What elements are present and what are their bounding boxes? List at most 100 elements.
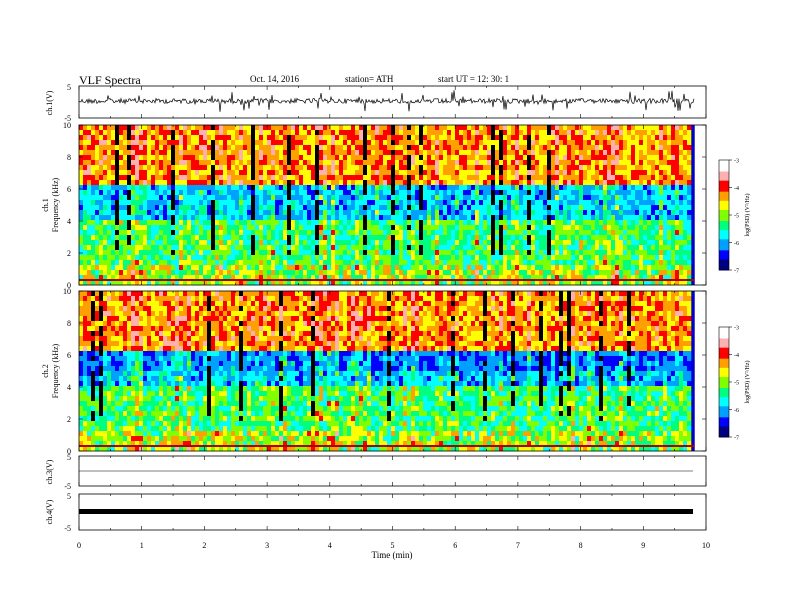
colorbar-segment bbox=[719, 380, 729, 383]
ch1-colorbar: -3 -4 -5 -6 -7 log(PSD) (V²/Hz) bbox=[718, 159, 751, 275]
colorbar-segment bbox=[719, 231, 729, 234]
colorbar-segment bbox=[719, 336, 729, 339]
colorbar-segment bbox=[719, 327, 729, 330]
colorbar-segment bbox=[719, 361, 729, 365]
ch2-spec-ylabel: Frequency (kHz) bbox=[51, 343, 60, 398]
colorbar-segment bbox=[719, 233, 729, 236]
ch2-colorbar-label: log(PSD) (V²/Hz) bbox=[744, 361, 751, 404]
colorbar-segment bbox=[719, 178, 729, 181]
colorbar-segment bbox=[719, 204, 729, 207]
colorbar-segment bbox=[719, 356, 729, 359]
colorbar-segment bbox=[719, 182, 729, 185]
colorbar-segment bbox=[719, 249, 729, 253]
colorbar-segment bbox=[719, 382, 729, 385]
colorbar-segment bbox=[719, 411, 729, 414]
colorbar-segment bbox=[719, 207, 729, 210]
colorbar-segment bbox=[719, 345, 729, 348]
colorbar-segment bbox=[719, 413, 729, 416]
colorbar-tick-label: -3 bbox=[734, 159, 739, 165]
colorbar-segment bbox=[719, 429, 729, 432]
ch4-waveform-trace bbox=[79, 509, 693, 514]
colorbar-segment bbox=[719, 260, 729, 264]
ch3-wave-ylabel: ch.3(V) bbox=[45, 459, 54, 484]
ch2-spec-channel-label: ch.2 bbox=[41, 364, 50, 378]
colorbar-segment bbox=[719, 343, 729, 346]
colorbar-segment bbox=[719, 253, 729, 256]
colorbar-segment bbox=[719, 205, 729, 209]
ch2-colorbar: -3 -4 -5 -6 -7 log(PSD) (V²/Hz) bbox=[718, 326, 751, 442]
figure-title: VLF Spectra bbox=[79, 73, 141, 87]
y-tick-label: 10 bbox=[63, 121, 71, 130]
colorbar-segment bbox=[719, 163, 729, 166]
colorbar-segment bbox=[719, 385, 729, 388]
colorbar-segment bbox=[719, 435, 729, 438]
x-tick-label: 0 bbox=[77, 541, 81, 550]
colorbar-segment bbox=[719, 332, 729, 335]
colorbar-tick-label: -5 bbox=[734, 381, 739, 387]
colorbar-segment bbox=[719, 238, 729, 242]
colorbar-segment bbox=[719, 213, 729, 216]
x-axis-label: Time (min) bbox=[372, 550, 413, 560]
y-tick-label: 6 bbox=[67, 351, 71, 360]
colorbar-segment bbox=[719, 202, 729, 205]
colorbar-segment bbox=[719, 409, 729, 412]
colorbar-segment bbox=[719, 200, 729, 203]
colorbar-segment bbox=[719, 160, 729, 163]
colorbar-segment bbox=[719, 365, 729, 368]
colorbar-segment bbox=[719, 404, 729, 407]
y-tick-label: 10 bbox=[63, 287, 71, 296]
x-tick-label: 6 bbox=[453, 541, 457, 550]
x-tick-label: 2 bbox=[202, 541, 206, 550]
colorbar-segment bbox=[719, 424, 729, 427]
colorbar-segment bbox=[719, 176, 729, 179]
x-axis-tick-labels: 0 1 2 3 4 5 6 7 8 9 10 bbox=[77, 541, 710, 550]
colorbar-segment bbox=[719, 237, 729, 240]
colorbar-segment bbox=[719, 330, 729, 333]
x-tick-label: 8 bbox=[579, 541, 583, 550]
colorbar-segment bbox=[719, 389, 729, 392]
y-tick-label: 4 bbox=[67, 217, 71, 226]
colorbar-segment bbox=[719, 180, 729, 183]
colorbar-segment bbox=[719, 393, 729, 396]
colorbar-segment bbox=[719, 169, 729, 172]
colorbar-segment bbox=[719, 415, 729, 418]
colorbar-segment bbox=[719, 257, 729, 260]
colorbar-segment bbox=[719, 350, 729, 354]
colorbar-segment bbox=[719, 172, 729, 176]
colorbar-segment bbox=[719, 227, 729, 231]
colorbar-segment bbox=[719, 383, 729, 387]
colorbar-segment bbox=[719, 248, 729, 251]
ch1-wave-panel: 5 -5 ch.1(V) bbox=[45, 83, 707, 123]
colorbar-segment bbox=[719, 171, 729, 174]
colorbar-segment bbox=[719, 259, 729, 262]
colorbar-segment bbox=[719, 341, 729, 344]
x-tick-label: 4 bbox=[328, 541, 332, 550]
colorbar-segment bbox=[719, 187, 729, 190]
x-tick-label: 3 bbox=[265, 541, 269, 550]
y-tick-label: 0 bbox=[67, 447, 71, 456]
ch1-waveform-trace bbox=[78, 90, 695, 112]
colorbar-segment bbox=[719, 183, 729, 187]
colorbar-segment bbox=[719, 194, 729, 198]
date-label: Oct. 14, 2016 bbox=[250, 74, 299, 84]
y-tick-label: 2 bbox=[67, 415, 71, 424]
ch1-spectrogram-image bbox=[79, 125, 695, 286]
colorbar-segment bbox=[719, 426, 729, 429]
colorbar-segment bbox=[719, 416, 729, 420]
colorbar-segment bbox=[719, 431, 729, 434]
ch1-spec-channel-label: ch.1 bbox=[41, 198, 50, 212]
ch2-spectrogram-image bbox=[79, 291, 695, 452]
colorbar-segment bbox=[719, 334, 729, 337]
ch1-spec-ylabel: Frequency (kHz) bbox=[51, 177, 60, 232]
y-tick-label: 6 bbox=[67, 185, 71, 194]
colorbar-segment bbox=[719, 398, 729, 401]
colorbar-segment bbox=[719, 376, 729, 379]
colorbar-tick-label: -6 bbox=[734, 241, 739, 247]
ch1-wave-ytick-top: 5 bbox=[67, 83, 71, 92]
colorbar-tick-label: -6 bbox=[734, 408, 739, 414]
colorbar-tick-label: -3 bbox=[734, 326, 739, 332]
colorbar-segment bbox=[719, 378, 729, 381]
colorbar-segment bbox=[719, 189, 729, 192]
colorbar-segment bbox=[719, 218, 729, 221]
